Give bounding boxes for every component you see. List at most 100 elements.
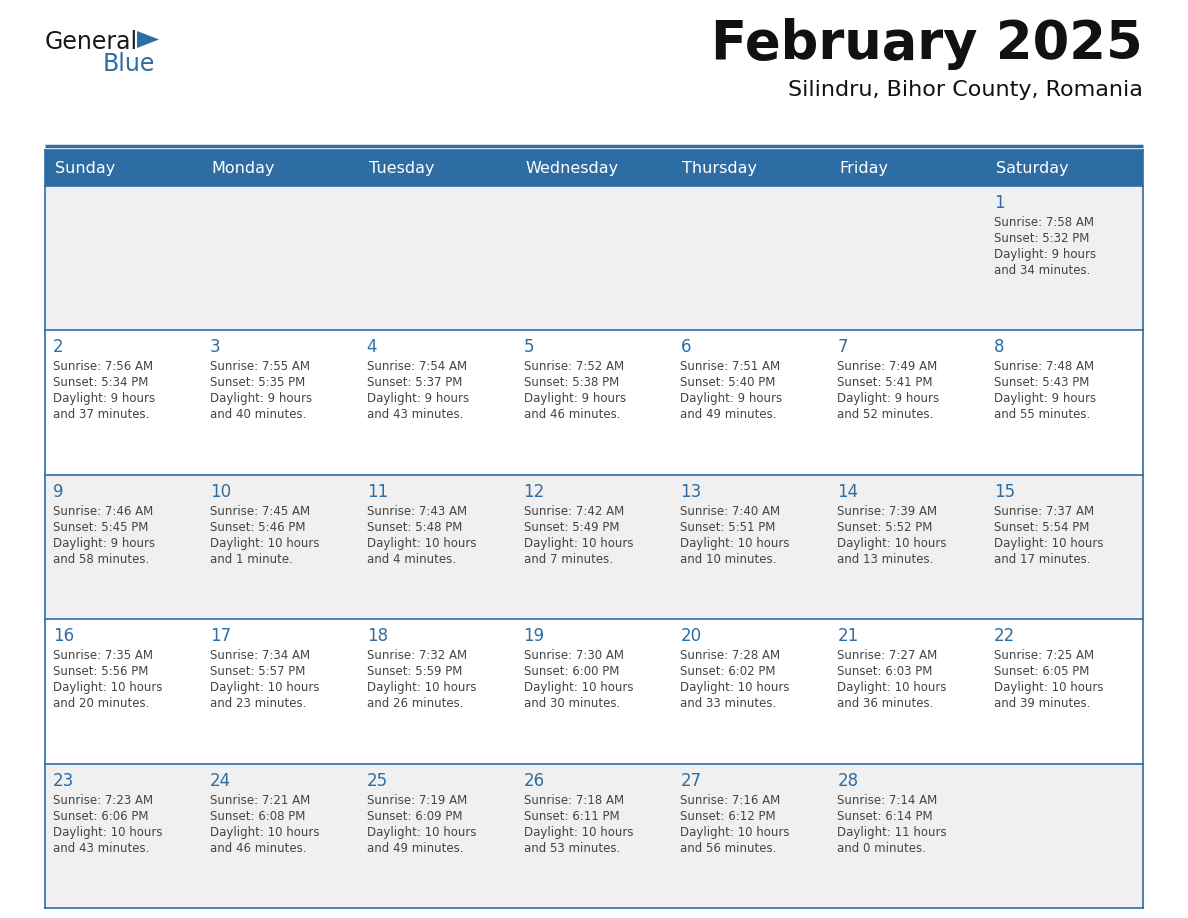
Text: and 40 minutes.: and 40 minutes. [210,409,307,421]
Text: 28: 28 [838,772,859,789]
Text: 1: 1 [994,194,1005,212]
Text: Daylight: 10 hours: Daylight: 10 hours [53,825,163,839]
Text: Tuesday: Tuesday [368,161,435,175]
Text: and 36 minutes.: and 36 minutes. [838,697,934,711]
Text: Daylight: 10 hours: Daylight: 10 hours [524,825,633,839]
Text: Daylight: 10 hours: Daylight: 10 hours [210,681,320,694]
Text: Daylight: 10 hours: Daylight: 10 hours [524,681,633,694]
Text: 14: 14 [838,483,859,501]
Text: Sunrise: 7:52 AM: Sunrise: 7:52 AM [524,361,624,374]
Text: Sunrise: 7:43 AM: Sunrise: 7:43 AM [367,505,467,518]
Text: and 10 minutes.: and 10 minutes. [681,553,777,565]
Text: Friday: Friday [839,161,889,175]
Text: Daylight: 10 hours: Daylight: 10 hours [53,681,163,694]
Text: 5: 5 [524,339,535,356]
Text: and 1 minute.: and 1 minute. [210,553,292,565]
Text: Sunrise: 7:30 AM: Sunrise: 7:30 AM [524,649,624,662]
Text: Sunrise: 7:35 AM: Sunrise: 7:35 AM [53,649,153,662]
Text: Sunrise: 7:46 AM: Sunrise: 7:46 AM [53,505,153,518]
Polygon shape [137,31,159,48]
Text: Daylight: 9 hours: Daylight: 9 hours [53,392,156,406]
Text: 9: 9 [53,483,63,501]
Text: 4: 4 [367,339,378,356]
Text: Sunset: 6:14 PM: Sunset: 6:14 PM [838,810,933,823]
Text: Daylight: 10 hours: Daylight: 10 hours [681,681,790,694]
Text: 8: 8 [994,339,1005,356]
Text: and 0 minutes.: and 0 minutes. [838,842,927,855]
Text: Sunrise: 7:23 AM: Sunrise: 7:23 AM [53,793,153,807]
Text: Sunset: 5:48 PM: Sunset: 5:48 PM [367,521,462,533]
Text: Sunset: 5:35 PM: Sunset: 5:35 PM [210,376,305,389]
Text: Daylight: 10 hours: Daylight: 10 hours [994,537,1104,550]
Text: Daylight: 10 hours: Daylight: 10 hours [367,537,476,550]
Text: 22: 22 [994,627,1016,645]
Text: Sunset: 6:05 PM: Sunset: 6:05 PM [994,666,1089,678]
Text: 18: 18 [367,627,387,645]
Text: 19: 19 [524,627,544,645]
Text: and 43 minutes.: and 43 minutes. [367,409,463,421]
Text: Silindru, Bihor County, Romania: Silindru, Bihor County, Romania [788,80,1143,100]
Text: Sunrise: 7:27 AM: Sunrise: 7:27 AM [838,649,937,662]
Text: and 30 minutes.: and 30 minutes. [524,697,620,711]
Text: Sunset: 5:46 PM: Sunset: 5:46 PM [210,521,305,533]
Text: and 43 minutes.: and 43 minutes. [53,842,150,855]
Text: Sunrise: 7:18 AM: Sunrise: 7:18 AM [524,793,624,807]
Text: Sunset: 5:54 PM: Sunset: 5:54 PM [994,521,1089,533]
Text: 2: 2 [53,339,64,356]
Text: Daylight: 9 hours: Daylight: 9 hours [681,392,783,406]
Text: 13: 13 [681,483,702,501]
Text: and 49 minutes.: and 49 minutes. [367,842,463,855]
Text: Sunrise: 7:25 AM: Sunrise: 7:25 AM [994,649,1094,662]
Text: and 46 minutes.: and 46 minutes. [524,409,620,421]
Text: Daylight: 9 hours: Daylight: 9 hours [367,392,469,406]
Text: Monday: Monday [211,161,276,175]
Text: Daylight: 9 hours: Daylight: 9 hours [524,392,626,406]
Text: General: General [45,30,138,54]
Text: Blue: Blue [103,52,156,76]
Text: Wednesday: Wednesday [525,161,619,175]
Text: Sunrise: 7:54 AM: Sunrise: 7:54 AM [367,361,467,374]
Text: 7: 7 [838,339,848,356]
Bar [45,475,1143,620]
Text: and 26 minutes.: and 26 minutes. [367,697,463,711]
Text: and 7 minutes.: and 7 minutes. [524,553,613,565]
Text: Daylight: 10 hours: Daylight: 10 hours [524,537,633,550]
Text: and 55 minutes.: and 55 minutes. [994,409,1091,421]
Bar [45,620,1143,764]
Text: Sunset: 5:45 PM: Sunset: 5:45 PM [53,521,148,533]
Text: Daylight: 10 hours: Daylight: 10 hours [367,825,476,839]
Text: 25: 25 [367,772,387,789]
Text: 20: 20 [681,627,702,645]
Text: Sunset: 5:49 PM: Sunset: 5:49 PM [524,521,619,533]
Text: and 39 minutes.: and 39 minutes. [994,697,1091,711]
Text: Sunrise: 7:40 AM: Sunrise: 7:40 AM [681,505,781,518]
Text: Sunset: 6:12 PM: Sunset: 6:12 PM [681,810,776,823]
Text: and 17 minutes.: and 17 minutes. [994,553,1091,565]
Text: 15: 15 [994,483,1016,501]
Text: Daylight: 9 hours: Daylight: 9 hours [53,537,156,550]
Text: Sunrise: 7:21 AM: Sunrise: 7:21 AM [210,793,310,807]
Text: and 13 minutes.: and 13 minutes. [838,553,934,565]
Text: Sunset: 5:38 PM: Sunset: 5:38 PM [524,376,619,389]
Text: and 23 minutes.: and 23 minutes. [210,697,307,711]
Bar [45,330,1143,475]
Text: Sunrise: 7:28 AM: Sunrise: 7:28 AM [681,649,781,662]
Text: Sunrise: 7:48 AM: Sunrise: 7:48 AM [994,361,1094,374]
Bar [45,186,1143,330]
Text: and 58 minutes.: and 58 minutes. [53,553,150,565]
Text: 16: 16 [53,627,74,645]
Text: Sunrise: 7:58 AM: Sunrise: 7:58 AM [994,216,1094,229]
Text: Sunrise: 7:19 AM: Sunrise: 7:19 AM [367,793,467,807]
Text: 12: 12 [524,483,545,501]
Text: Daylight: 9 hours: Daylight: 9 hours [994,248,1097,261]
Text: Sunrise: 7:37 AM: Sunrise: 7:37 AM [994,505,1094,518]
Text: Thursday: Thursday [682,161,758,175]
Text: Daylight: 9 hours: Daylight: 9 hours [994,392,1097,406]
Text: and 53 minutes.: and 53 minutes. [524,842,620,855]
Text: Sunset: 5:51 PM: Sunset: 5:51 PM [681,521,776,533]
Text: 17: 17 [210,627,230,645]
Text: Sunrise: 7:39 AM: Sunrise: 7:39 AM [838,505,937,518]
Text: Sunrise: 7:55 AM: Sunrise: 7:55 AM [210,361,310,374]
Text: Daylight: 10 hours: Daylight: 10 hours [838,681,947,694]
Text: Sunset: 6:08 PM: Sunset: 6:08 PM [210,810,305,823]
